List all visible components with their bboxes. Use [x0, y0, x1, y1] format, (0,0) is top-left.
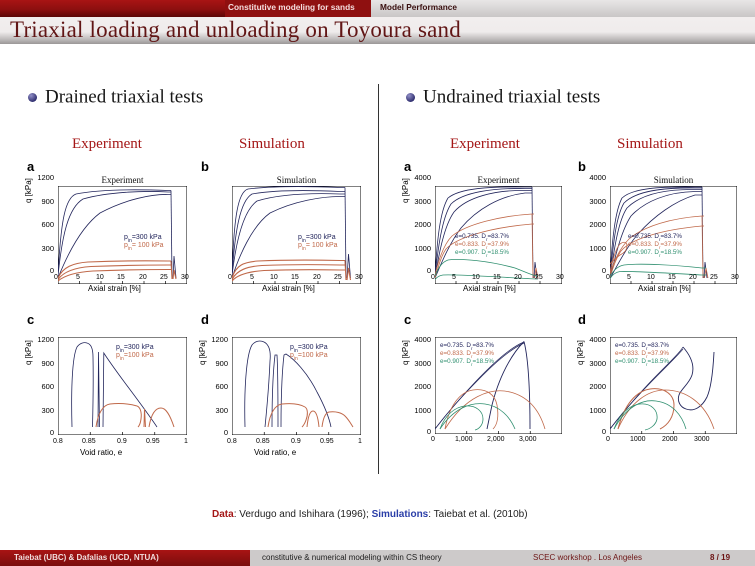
- svg-text:e=0.907. Dr=18.5%: e=0.907. Dr=18.5%: [440, 358, 494, 367]
- svg-text:e=0.907. Dr=18.5%: e=0.907. Dr=18.5%: [455, 249, 509, 258]
- svg-text:e=0.907. Dr=18.5%: e=0.907. Dr=18.5%: [628, 249, 682, 258]
- svg-text:e=0.907. Dr=18.5%: e=0.907. Dr=18.5%: [615, 358, 669, 367]
